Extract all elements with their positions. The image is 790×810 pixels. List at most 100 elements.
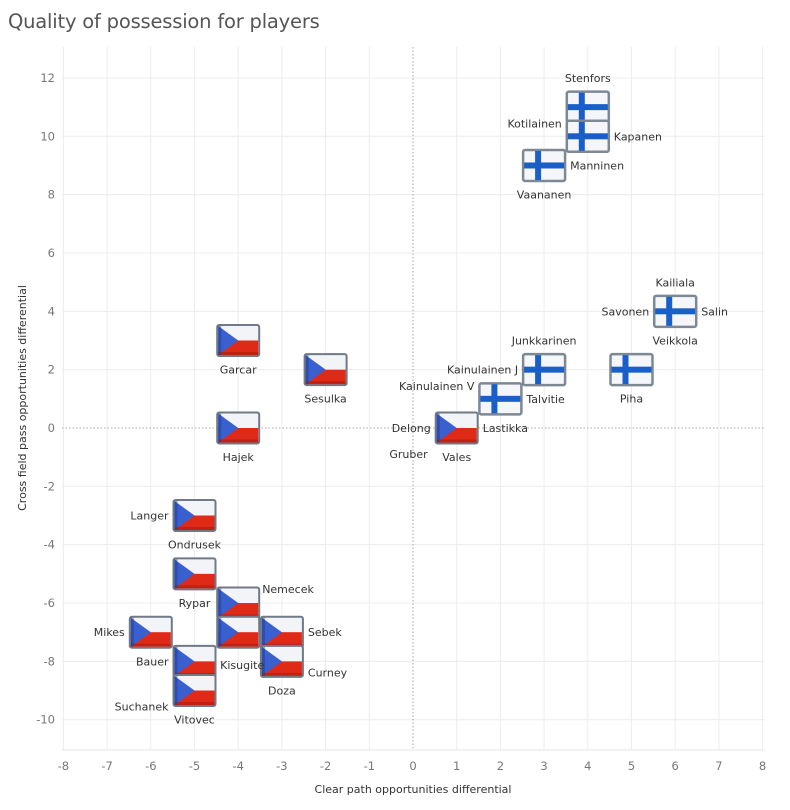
point-label: Salin <box>701 305 728 318</box>
flag-blue-triangle <box>218 617 239 647</box>
czech-flag-marker <box>172 499 217 533</box>
point-label: Veikkola <box>653 334 698 347</box>
x-tick-label: 2 <box>497 759 504 773</box>
y-axis-label: Cross field pass opportunities different… <box>16 285 29 511</box>
czech-flag-marker <box>216 586 261 620</box>
flag-cross-horizontal <box>480 395 521 402</box>
point-label: Piha <box>620 393 643 406</box>
finland-flag-marker <box>609 352 654 387</box>
czech-flag-marker <box>172 674 217 708</box>
flag-blue-triangle <box>305 355 326 385</box>
point-label: Gruber <box>389 448 428 461</box>
point-label: Talvitie <box>525 393 565 406</box>
czech-flag-marker <box>434 411 479 445</box>
czech-flag-marker <box>216 323 261 357</box>
x-tick-label: 7 <box>715 759 722 773</box>
flag-shadow <box>218 439 259 443</box>
y-tick-label: -8 <box>44 654 55 668</box>
y-tick-label: 10 <box>40 129 55 143</box>
point-label: Curney <box>308 666 348 679</box>
finland-flag-marker <box>565 90 611 124</box>
x-tick-label: -5 <box>189 759 200 773</box>
x-tick-label: -3 <box>276 759 287 773</box>
y-tick-label: 12 <box>40 71 55 85</box>
flag-shadow <box>436 439 477 443</box>
x-tick-label: 3 <box>540 759 547 773</box>
flag-shadow <box>174 559 178 589</box>
flag-shadow <box>218 643 259 647</box>
point-label: Doza <box>268 684 296 697</box>
flag-shadow <box>305 381 346 385</box>
flag-blue-triangle <box>174 646 195 676</box>
czech-flag-marker <box>128 615 173 649</box>
flag-shadow <box>174 527 215 531</box>
flag-blue-triangle <box>261 646 282 676</box>
flag-shadow <box>218 413 222 443</box>
chart-title: Quality of possession for players <box>8 10 320 33</box>
point-label: Garcar <box>220 363 257 376</box>
point-label: Sebek <box>308 626 343 639</box>
flag-shadow <box>174 646 178 676</box>
point-label: Hajek <box>223 451 255 464</box>
czech-flag-marker <box>216 411 261 445</box>
x-tick-label: 8 <box>759 759 766 773</box>
flag-shadow <box>174 501 178 531</box>
y-tick-label: -4 <box>44 538 55 552</box>
flag-shadow <box>174 702 215 706</box>
y-tick-label: 8 <box>48 188 55 202</box>
x-tick-label: -4 <box>232 759 243 773</box>
point-label: Kainulainen J <box>447 364 518 377</box>
point-label: Kotilainen <box>507 117 561 130</box>
point-label: Lastikka <box>483 422 528 435</box>
x-axis-label: Clear path opportunities differential <box>315 783 512 796</box>
point-label: Savonen <box>602 305 650 318</box>
point-label: Suchanek <box>115 701 169 714</box>
czech-flag-marker <box>216 615 261 649</box>
flag-cross-horizontal <box>567 104 608 111</box>
point-label: Delong <box>392 422 431 435</box>
x-axis-ticks: -8 -7 -6 -5 -4 -3 -2 -1 0 1 2 3 4 5 6 7 8 <box>58 759 767 773</box>
x-tick-label: 1 <box>453 759 460 773</box>
x-tick-label: -8 <box>58 759 69 773</box>
point-label: Langer <box>130 510 169 523</box>
flag-shadow <box>130 617 134 647</box>
point-label: Junkkarinen <box>511 335 577 348</box>
flag-shadow <box>174 676 178 706</box>
y-axis-ticks: -10 -8 -6 -4 -2 0 2 4 6 8 10 12 <box>36 71 55 727</box>
flag-blue-triangle <box>218 325 239 355</box>
y-tick-label: -6 <box>44 596 55 610</box>
point-label: Vitovec <box>174 714 215 727</box>
flag-shadow <box>305 355 309 385</box>
flag-blue-triangle <box>174 676 195 706</box>
point-label: Vales <box>442 451 471 464</box>
y-tick-label: 0 <box>48 421 55 435</box>
czech-flag-marker <box>172 644 217 678</box>
point-label: Stenfors <box>565 72 611 85</box>
point-label: Kainulainen V <box>399 380 475 393</box>
y-tick-label: 6 <box>48 246 55 260</box>
x-tick-label: 5 <box>628 759 635 773</box>
finland-flag-marker <box>521 352 567 387</box>
flag-shadow <box>436 413 440 443</box>
point-label: Vaananen <box>517 188 572 201</box>
czech-flag-marker <box>259 644 304 678</box>
point-labels: Stenfors Kotilainen Kapanen Manninen Vaanane… <box>94 72 728 726</box>
czech-flag-marker <box>172 557 217 591</box>
flag-cross-horizontal <box>655 308 696 315</box>
flag-shadow <box>218 351 259 355</box>
flag-shadow <box>261 617 265 647</box>
flag-shadow <box>174 585 215 589</box>
flag-blue-triangle <box>218 413 239 443</box>
flag-blue-triangle <box>218 588 239 618</box>
reference-lines <box>62 47 765 750</box>
point-label: Manninen <box>570 159 624 172</box>
flag-blue-triangle <box>174 501 195 531</box>
finland-flag-marker <box>521 148 567 183</box>
flag-shadow <box>218 588 222 618</box>
point-label: Sesulka <box>304 393 346 406</box>
x-tick-label: -7 <box>101 759 112 773</box>
point-label: Nemecek <box>262 583 314 596</box>
flag-cross-horizontal <box>567 133 608 140</box>
y-tick-label: 2 <box>48 363 55 377</box>
